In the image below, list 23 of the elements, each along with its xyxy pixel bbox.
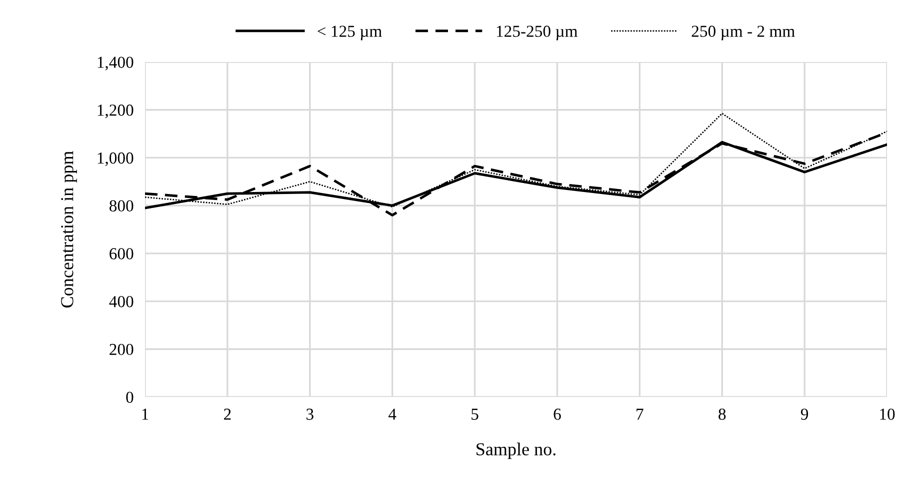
y-tick-label: 1,000 bbox=[98, 152, 134, 166]
x-tick-label: 7 bbox=[636, 408, 644, 420]
x-tick-label: 3 bbox=[306, 408, 314, 420]
x-tick-label: 10 bbox=[880, 408, 895, 420]
legend-label: 125-250 µm bbox=[496, 26, 578, 40]
x-tick-label: 5 bbox=[472, 408, 478, 420]
x-tick-label: 9 bbox=[800, 408, 808, 420]
x-axis-title: Sample no. bbox=[476, 442, 556, 460]
y-tick-label: 800 bbox=[110, 200, 134, 212]
y-axis-title: Concentration in ppm bbox=[61, 151, 77, 308]
legend-label: 250 µm - 2 mm bbox=[692, 26, 795, 40]
y-tick-label: 1,400 bbox=[98, 56, 134, 70]
y-tick-label: 400 bbox=[109, 296, 134, 308]
x-tick-label: 2 bbox=[224, 408, 231, 420]
y-tick-label: 600 bbox=[110, 248, 134, 260]
legend-label: < 125 µm bbox=[318, 26, 382, 40]
y-tick-label: 200 bbox=[110, 344, 134, 356]
x-tick-label: 4 bbox=[388, 408, 396, 420]
x-tick-label: 8 bbox=[718, 408, 726, 420]
y-tick-label: 1,200 bbox=[98, 104, 134, 118]
x-tick-label: 1 bbox=[142, 408, 148, 420]
x-tick-label: 6 bbox=[554, 408, 561, 420]
y-tick-label: 0 bbox=[126, 392, 134, 403]
